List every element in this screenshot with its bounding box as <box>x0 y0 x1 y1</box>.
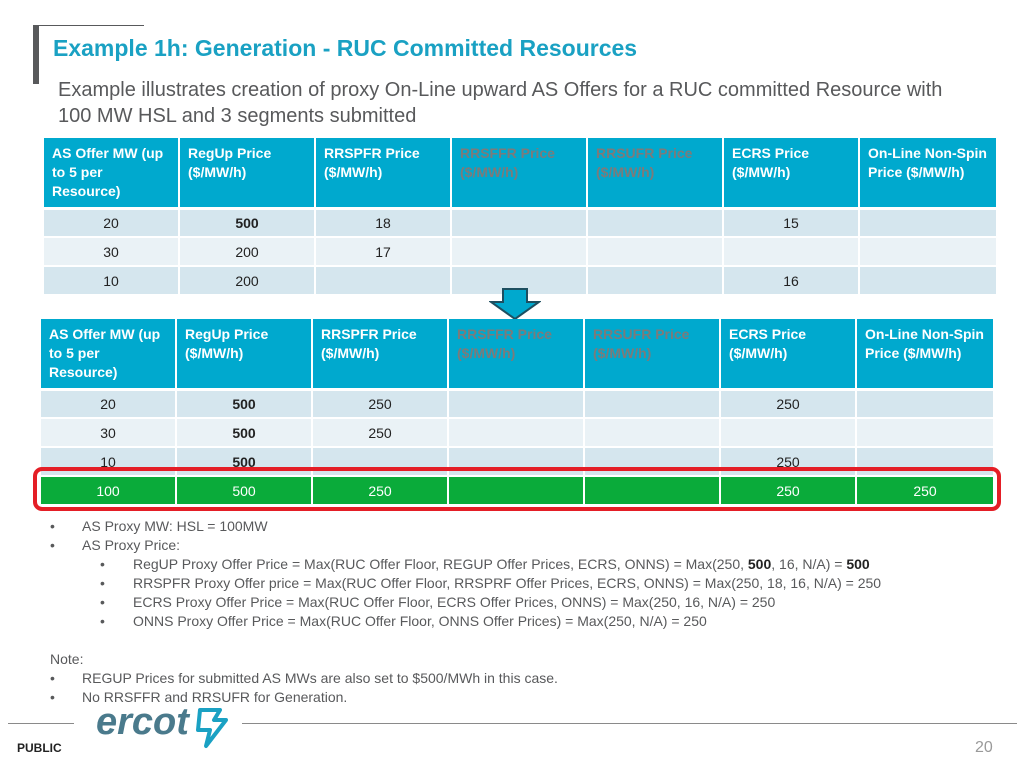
table-cell <box>449 388 585 417</box>
submitted-offers-table: AS Offer MW (up to 5 per Resource) RegUp… <box>44 138 998 294</box>
regup-bold-value: 500 <box>747 556 772 572</box>
table-cell <box>860 265 998 294</box>
table-cell <box>585 475 721 504</box>
table-row: 20 500 18 15 <box>44 207 998 236</box>
table-cell <box>585 388 721 417</box>
table-cell: 15 <box>724 207 860 236</box>
table-header-row: AS Offer MW (up to 5 per Resource) RegUp… <box>41 319 995 388</box>
table-cell <box>449 475 585 504</box>
title-accent-bar <box>33 25 39 84</box>
table-cell <box>857 388 995 417</box>
table-cell <box>585 417 721 446</box>
note-heading: Note: <box>50 651 84 667</box>
table-cell: 500 <box>180 207 316 236</box>
table-cell <box>588 265 724 294</box>
col-header-onns-price: On-Line Non-Spin Price ($/MW/h) <box>857 319 995 388</box>
col-header-rrspfr-price: RRSPFR Price ($/MW/h) <box>313 319 449 388</box>
col-header-regup-price: RegUp Price ($/MW/h) <box>177 319 313 388</box>
table-cell: 30 <box>41 417 177 446</box>
table-cell: 200 <box>180 236 316 265</box>
table-cell: 500 <box>177 417 313 446</box>
explanation-bullets: AS Proxy MW: HSL = 100MW AS Proxy Price:… <box>50 517 881 707</box>
ercot-logo: ercot <box>96 701 228 748</box>
table-cell <box>724 236 860 265</box>
regup-text-prefix: RegUP Proxy Offer Price = Max(RUC Offer … <box>133 556 748 572</box>
table-cell: 30 <box>44 236 180 265</box>
table-cell: 18 <box>316 207 452 236</box>
col-header-rrsufr-price: RRSUFR Price ($/MW/h) <box>588 138 724 207</box>
table-row: 10 200 16 <box>44 265 998 294</box>
page-subtitle: Example illustrates creation of proxy On… <box>58 79 943 127</box>
table-cell <box>860 207 998 236</box>
proxy-offers-table: AS Offer MW (up to 5 per Resource) RegUp… <box>41 319 995 504</box>
table-row: 30 200 17 <box>44 236 998 265</box>
table-cell: 100 <box>41 475 177 504</box>
proxy-row-highlight <box>33 467 1001 511</box>
table-cell: 250 <box>313 475 449 504</box>
proxy-offer-row: 100 500 250 250 250 <box>41 475 995 504</box>
regup-text-mid: , 16, N/A) = <box>771 556 847 572</box>
col-header-ecrs-price: ECRS Price ($/MW/h) <box>724 138 860 207</box>
table-cell <box>857 417 995 446</box>
table-cell: 500 <box>177 388 313 417</box>
table-cell <box>721 417 857 446</box>
col-header-rrsufr-price: RRSUFR Price ($/MW/h) <box>585 319 721 388</box>
footer-divider-right <box>242 723 1017 724</box>
col-header-regup-price: RegUp Price ($/MW/h) <box>180 138 316 207</box>
bullet-rrspfr-proxy: RRSPFR Proxy Offer price = Max(RUC Offer… <box>50 574 881 593</box>
col-header-rrspfr-price: RRSPFR Price ($/MW/h) <box>316 138 452 207</box>
col-header-onns-price: On-Line Non-Spin Price ($/MW/h) <box>860 138 998 207</box>
page-title: Example 1h: Generation - RUC Committed R… <box>53 35 638 61</box>
table-cell <box>452 236 588 265</box>
table-cell: 10 <box>44 265 180 294</box>
table-cell: 500 <box>177 475 313 504</box>
table-cell: 16 <box>724 265 860 294</box>
bullet-regup-proxy: RegUP Proxy Offer Price = Max(RUC Offer … <box>50 555 881 574</box>
table-cell: 20 <box>44 207 180 236</box>
table-header-row: AS Offer MW (up to 5 per Resource) RegUp… <box>44 138 998 207</box>
table-cell <box>316 265 452 294</box>
table-cell: 250 <box>313 417 449 446</box>
footer-divider-left <box>8 723 74 724</box>
table-cell <box>860 236 998 265</box>
table-cell: 20 <box>41 388 177 417</box>
bullet-onns-proxy: ONNS Proxy Offer Price = Max(RUC Offer F… <box>50 612 881 631</box>
note-item: REGUP Prices for submitted AS MWs are al… <box>50 669 881 688</box>
page-number: 20 <box>975 739 993 756</box>
col-header-rrsffr-price: RRSFFR Price ($/MW/h) <box>449 319 585 388</box>
bullet-proxy-mw: AS Proxy MW: HSL = 100MW <box>50 517 881 536</box>
title-accent-line <box>33 25 144 26</box>
col-header-as-offer-mw: AS Offer MW (up to 5 per Resource) <box>41 319 177 388</box>
classification-label: PUBLIC <box>17 741 62 755</box>
table-cell <box>588 236 724 265</box>
note-item: No RRSFFR and RRSUFR for Generation. <box>50 688 881 707</box>
col-header-as-offer-mw: AS Offer MW (up to 5 per Resource) <box>44 138 180 207</box>
table-cell <box>452 207 588 236</box>
table-cell: 200 <box>180 265 316 294</box>
regup-bold-result: 500 <box>846 556 870 572</box>
table-cell: 250 <box>857 475 995 504</box>
table-cell: 250 <box>721 475 857 504</box>
table-cell <box>588 207 724 236</box>
col-header-ecrs-price: ECRS Price ($/MW/h) <box>721 319 857 388</box>
table-row: 20 500 250 250 <box>41 388 995 417</box>
arrow-down-icon <box>489 288 541 320</box>
bullet-ecrs-proxy: ECRS Proxy Offer Price = Max(RUC Offer F… <box>50 593 881 612</box>
table-cell: 250 <box>313 388 449 417</box>
table-cell: 250 <box>721 388 857 417</box>
table-cell: 17 <box>316 236 452 265</box>
bullet-proxy-price: AS Proxy Price: <box>50 536 881 555</box>
logo-text: ercot <box>96 701 190 743</box>
table-row: 30 500 250 <box>41 417 995 446</box>
table-cell <box>449 417 585 446</box>
col-header-rrsffr-price: RRSFFR Price ($/MW/h) <box>452 138 588 207</box>
